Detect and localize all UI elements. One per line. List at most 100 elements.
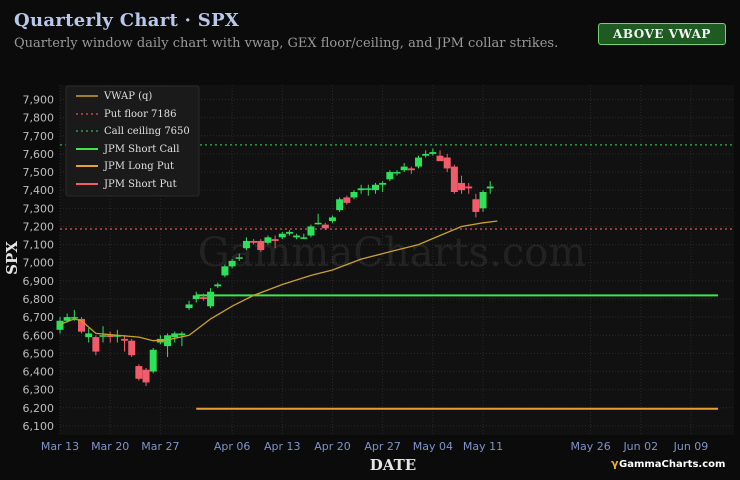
- x-tick-label: Mar 27: [141, 440, 179, 453]
- candle-body: [400, 166, 408, 171]
- candle-body: [149, 349, 157, 372]
- y-tick-label: 6,200: [23, 402, 55, 415]
- candle-body: [343, 197, 351, 203]
- candle-body: [113, 335, 121, 337]
- candle-body: [293, 235, 301, 238]
- y-tick-label: 6,100: [23, 420, 55, 433]
- y-tick-label: 7,900: [23, 94, 55, 107]
- candle-body: [364, 188, 372, 190]
- candle-body: [70, 317, 78, 319]
- candle-body: [285, 231, 293, 234]
- candle-body: [264, 237, 272, 243]
- brand-logo-mark: γ: [611, 457, 619, 470]
- x-tick-label: May 11: [463, 440, 503, 453]
- candle-body: [328, 217, 336, 222]
- candle-body: [92, 337, 100, 352]
- candle-body: [379, 182, 387, 185]
- candle-body: [199, 297, 207, 299]
- candle-body: [393, 172, 401, 174]
- x-tick-label: Jun 02: [622, 440, 658, 453]
- candle-body: [386, 172, 394, 180]
- candles: [56, 148, 494, 387]
- candle-body: [221, 266, 229, 276]
- x-tick-label: Apr 06: [214, 440, 251, 453]
- legend: VWAP (q) Put floor 7186 Call ceiling 765…: [65, 85, 200, 197]
- x-axis-ticks: Mar 13 Mar 20 Mar 27 Apr 06 Apr 13 Apr 20 Apr …: [41, 440, 708, 453]
- legend-label-short-put: JPM Short Put: [103, 179, 177, 190]
- y-tick-label: 6,400: [23, 366, 55, 379]
- candle-body: [350, 191, 358, 198]
- candle-body: [278, 233, 286, 238]
- candle-body: [300, 237, 308, 239]
- chart-title: Quarterly Chart · SPX: [14, 10, 240, 31]
- x-tick-label: Apr 27: [364, 440, 401, 453]
- candle-body: [235, 257, 243, 259]
- candle-body: [472, 199, 480, 212]
- candle-body: [257, 240, 265, 251]
- candle-body: [458, 182, 466, 191]
- y-tick-label: 7,800: [23, 112, 55, 125]
- legend-label-short-call: JPM Short Call: [103, 144, 179, 155]
- y-tick-label: 7,700: [23, 130, 55, 143]
- candle-body: [465, 186, 473, 189]
- candle-body: [450, 166, 458, 192]
- candle-body: [443, 157, 451, 169]
- candle-body: [436, 155, 444, 162]
- legend-label-put-floor: Put floor 7186: [104, 109, 177, 120]
- x-tick-label: Mar 13: [41, 440, 79, 453]
- y-tick-label: 7,000: [23, 257, 55, 270]
- candle-body: [106, 335, 114, 338]
- y-tick-label: 6,300: [23, 384, 55, 397]
- candle-body: [307, 226, 315, 236]
- candle-body: [142, 369, 150, 383]
- y-tick-label: 7,300: [23, 202, 55, 215]
- x-tick-label: Mar 20: [91, 440, 129, 453]
- y-axis-ticks: 6,100 6,200 6,300 6,400 6,500 6,600 6,700 6,800…: [23, 94, 55, 433]
- x-tick-label: May 26: [570, 440, 610, 453]
- chart-subtitle: Quarterly window daily chart with vwap, …: [14, 36, 559, 51]
- candle-body: [371, 184, 379, 191]
- candle-body: [128, 340, 136, 356]
- candle-body: [242, 240, 250, 249]
- candle-body: [336, 199, 344, 211]
- candle-body: [178, 333, 186, 336]
- legend-box: [65, 85, 200, 197]
- x-tick-label: Apr 13: [264, 440, 301, 453]
- vwap-line: [59, 220, 498, 342]
- candle-body: [56, 320, 64, 330]
- y-tick-label: 6,800: [23, 293, 55, 306]
- legend-label-vwap: VWAP (q): [103, 91, 152, 102]
- brand-logo: γ GammaCharts.com: [611, 457, 725, 470]
- status-badge: ABOVE VWAP: [598, 23, 726, 45]
- y-tick-label: 6,900: [23, 275, 55, 288]
- x-axis-label: DATE: [370, 456, 416, 474]
- candle-body: [228, 260, 236, 267]
- candle-body: [422, 153, 430, 156]
- candle-body: [250, 240, 258, 243]
- candle-body: [314, 222, 322, 225]
- candle-body: [121, 338, 129, 341]
- legend-label-call-ceiling: Call ceiling 7650: [104, 126, 190, 137]
- candle-body: [486, 186, 494, 189]
- y-tick-label: 7,400: [23, 184, 55, 197]
- candle-body: [192, 295, 200, 299]
- y-tick-label: 6,700: [23, 311, 55, 324]
- brand-logo-text: GammaCharts.com: [619, 459, 725, 470]
- legend-label-long-put: JPM Long Put: [103, 161, 174, 172]
- chart-grid: [59, 85, 734, 435]
- candle-body: [407, 168, 415, 171]
- y-tick-label: 6,500: [23, 347, 55, 360]
- candle-body: [214, 284, 222, 287]
- y-tick-label: 7,200: [23, 220, 55, 233]
- candle-body: [415, 157, 423, 167]
- y-tick-label: 6,600: [23, 329, 55, 342]
- x-tick-label: Jun 09: [673, 440, 709, 453]
- candle-body: [271, 239, 279, 241]
- y-tick-label: 7,600: [23, 148, 55, 161]
- x-tick-label: May 04: [413, 440, 453, 453]
- candle-body: [207, 291, 215, 307]
- candle-body: [171, 333, 179, 338]
- candle-body: [185, 304, 193, 309]
- y-tick-label: 7,100: [23, 239, 55, 252]
